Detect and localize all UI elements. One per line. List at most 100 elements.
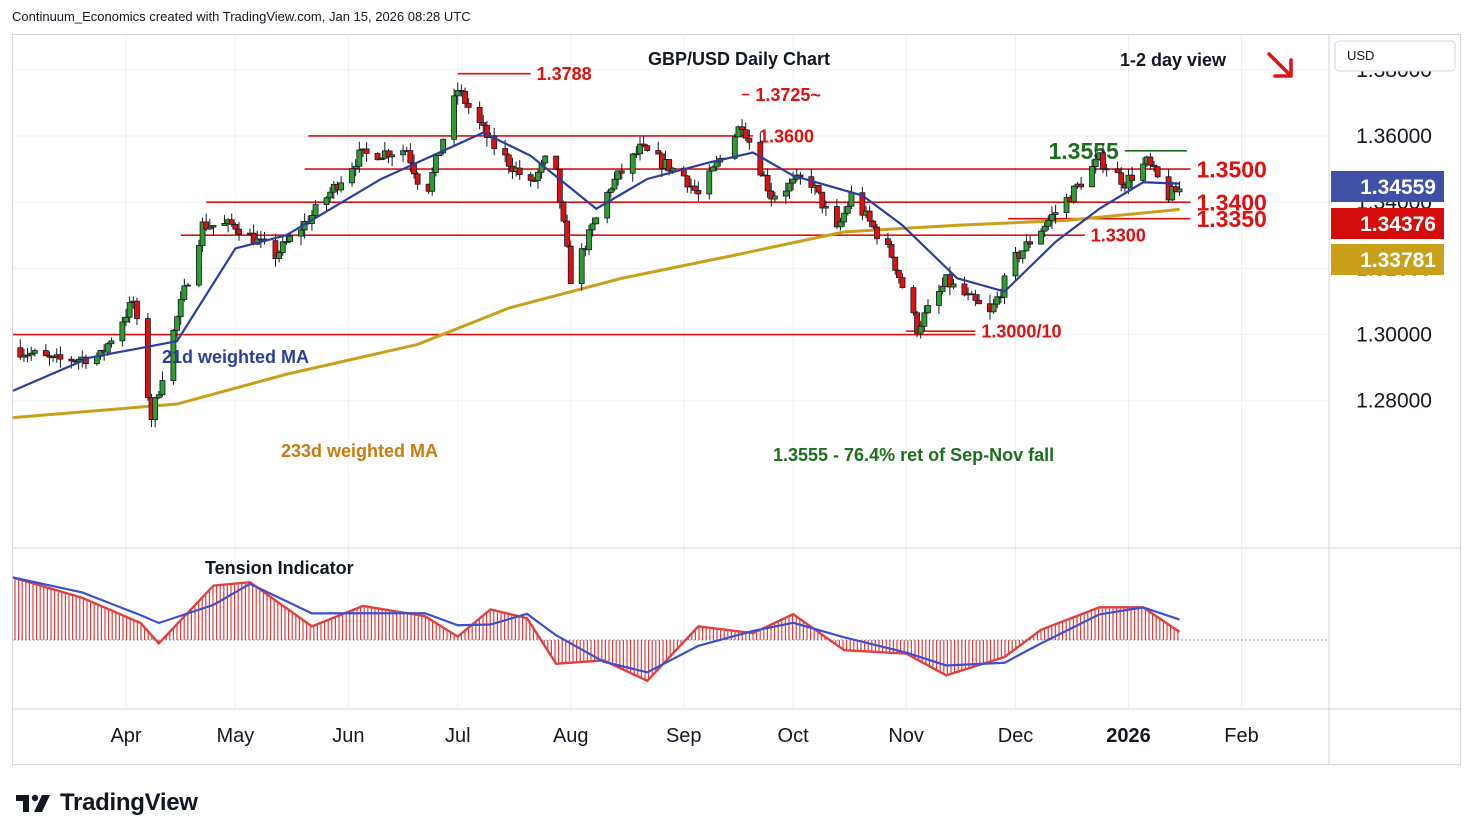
candle-body (389, 154, 396, 158)
candle (432, 154, 439, 177)
candle-body (917, 325, 924, 334)
candle-body (221, 223, 228, 226)
candle-body (203, 221, 210, 230)
candle-body (429, 172, 436, 192)
candle-body (994, 296, 1001, 305)
candle (899, 273, 906, 289)
ma21-line (12, 131, 1180, 392)
candle-body (531, 179, 538, 182)
candle-body (695, 190, 702, 195)
attribution-text: Continuum_Economics created with Trading… (12, 9, 471, 24)
candle-body (480, 122, 487, 126)
candle (1140, 157, 1146, 182)
candle-body (349, 168, 355, 184)
candle (629, 153, 636, 182)
candle (327, 186, 334, 203)
candle-body (946, 274, 953, 288)
candle (134, 297, 140, 326)
candle (185, 282, 191, 287)
candle (844, 201, 851, 216)
candle-body (144, 318, 151, 398)
candle-body (338, 182, 344, 191)
candle (28, 346, 35, 361)
candle-body (633, 153, 640, 156)
candle (199, 217, 206, 252)
candle-body (976, 299, 982, 305)
price-badge: 1.34559 (1331, 171, 1444, 202)
candle (1103, 163, 1110, 177)
candle (1176, 181, 1183, 196)
candle-body (1041, 225, 1048, 232)
candle-body (713, 161, 720, 168)
candle-body (108, 340, 115, 345)
candle-body (615, 170, 622, 180)
candle (640, 136, 647, 148)
candle-body (866, 210, 873, 222)
candle-body (611, 178, 618, 190)
candle-body (104, 343, 111, 353)
chart-title: GBP/USD Daily Chart (648, 49, 830, 69)
candle-body (961, 283, 968, 296)
candle (936, 284, 942, 314)
candle (1041, 222, 1048, 238)
x-tick-label: Feb (1224, 725, 1258, 747)
candle (1012, 247, 1019, 282)
candle-body (272, 240, 279, 259)
indicator-line (12, 576, 1181, 683)
candle-body (1078, 183, 1085, 188)
price-badge: 1.34376 (1331, 208, 1444, 239)
candle (152, 396, 159, 428)
candle-body (476, 106, 483, 124)
candle-body (462, 90, 468, 104)
candle-body (502, 148, 509, 156)
candle-body (414, 173, 421, 185)
x-tick-label: Jun (332, 725, 364, 747)
candle-body (152, 397, 159, 421)
candle (586, 224, 592, 256)
candle-body (644, 145, 651, 151)
candle (768, 183, 775, 207)
candle (338, 176, 344, 193)
candle-body (68, 358, 75, 362)
candle (407, 143, 414, 172)
candle (1154, 165, 1161, 179)
candle (917, 320, 924, 339)
level-label: 1.3500 (1196, 156, 1266, 182)
candle (782, 182, 789, 205)
candle-body (1154, 166, 1161, 178)
candle (607, 186, 614, 199)
candle (972, 289, 979, 307)
candle-body (870, 220, 877, 228)
y-tick-label: 1.36000 (1356, 125, 1432, 148)
candle-body (159, 380, 166, 396)
candle-body (655, 150, 662, 155)
candle (123, 308, 129, 327)
y-tick-label: 1.30000 (1356, 324, 1432, 347)
candle (374, 152, 381, 161)
candle (560, 200, 567, 224)
candle-body (859, 192, 866, 216)
candle (480, 114, 487, 135)
ma233-polyline (12, 207, 1180, 420)
candle-body (232, 223, 239, 230)
candle (535, 170, 541, 189)
candle (914, 310, 920, 338)
candle-body (553, 155, 560, 170)
candle-body (491, 135, 498, 150)
candle (735, 125, 742, 138)
candle (695, 181, 702, 202)
candle-body (1114, 168, 1121, 174)
candle (144, 313, 151, 401)
candle (742, 122, 749, 142)
candle (833, 198, 840, 229)
candle-body (589, 223, 596, 231)
candle (236, 222, 242, 241)
candle-body (844, 205, 851, 214)
chart-frame (12, 34, 1461, 765)
candle (823, 200, 829, 216)
candle-body (874, 226, 880, 240)
candle-body (815, 184, 822, 193)
candle-body (556, 168, 563, 203)
tradingview-logo[interactable]: TradingView (14, 789, 198, 817)
